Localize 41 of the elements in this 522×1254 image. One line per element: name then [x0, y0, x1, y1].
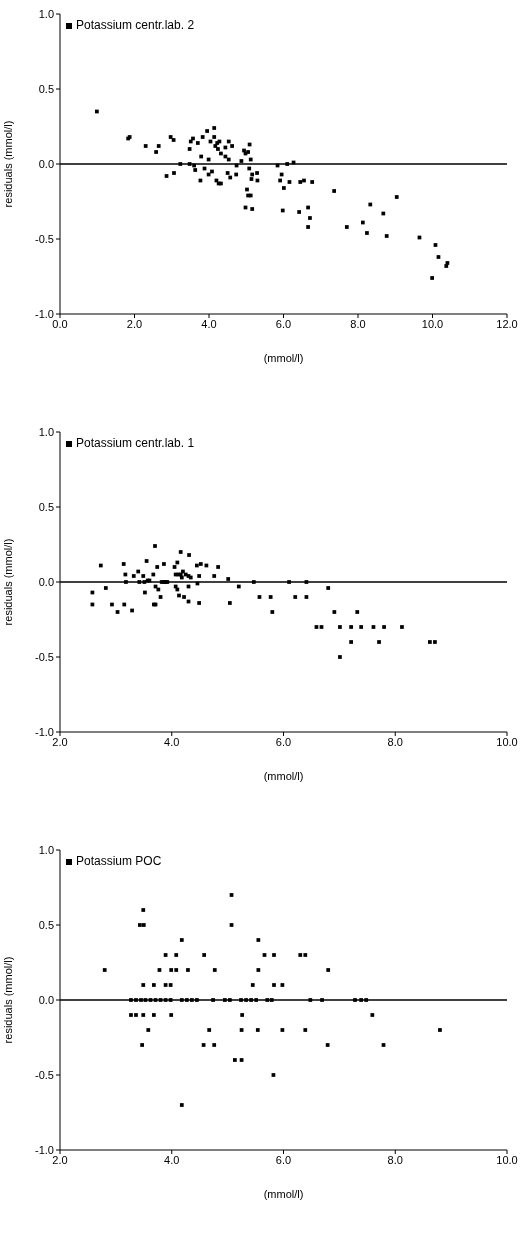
y-tick-label: 0.0 [38, 993, 54, 1006]
x-tick-label: 8.0 [350, 317, 366, 330]
x-tick-label: 4.0 [164, 1153, 180, 1166]
x-tick-label: 6.0 [275, 317, 292, 330]
y-tick-label: 0.0 [38, 157, 54, 170]
x-tick-label: 4.0 [164, 735, 180, 748]
y-tick-label: -0.5 [35, 1068, 54, 1081]
legend-label: Potassium POC [76, 854, 162, 868]
y-tick-label: 0.5 [38, 82, 54, 95]
y-tick-label: -1.0 [35, 725, 54, 738]
y-axis-title: residuals (mmol/l) [1, 120, 14, 208]
x-tick-label: 2.0 [52, 735, 68, 748]
x-tick-label: 2.0 [52, 1153, 68, 1166]
y-tick-label: 0.5 [38, 500, 54, 513]
y-tick-label: -1.0 [35, 1143, 54, 1156]
x-tick-label: 10.0 [496, 1153, 518, 1166]
y-tick-label: 1.0 [38, 843, 54, 856]
y-tick-label: -0.5 [35, 232, 54, 245]
x-axis-title: (mmol/l) [263, 770, 304, 782]
x-tick-label: 2.0 [126, 317, 143, 330]
x-axis-title: (mmol/l) [263, 352, 304, 364]
x-tick-label: 8.0 [387, 735, 403, 748]
x-tick-label: 0.0 [52, 317, 68, 330]
y-axis-title: residuals (mmol/l) [1, 956, 14, 1044]
y-tick-label: 1.0 [38, 7, 54, 20]
x-tick-label: 6.0 [275, 735, 292, 748]
x-tick-label: 8.0 [387, 1153, 403, 1166]
legend-label: Potassium centr.lab. 2 [76, 18, 195, 32]
y-tick-label: 0.0 [38, 575, 54, 588]
x-tick-label: 12.0 [496, 317, 518, 330]
x-tick-label: 4.0 [201, 317, 217, 330]
legend-label: Potassium centr.lab. 1 [76, 436, 195, 450]
y-tick-label: -0.5 [35, 650, 54, 663]
y-axis-title: residuals (mmol/l) [1, 538, 14, 626]
y-tick-label: 0.5 [38, 918, 54, 931]
x-tick-label: 10.0 [421, 317, 444, 330]
x-tick-label: 10.0 [496, 735, 518, 748]
x-tick-label: 6.0 [275, 1153, 292, 1166]
y-tick-label: 1.0 [38, 425, 54, 438]
x-axis-title: (mmol/l) [263, 1188, 304, 1200]
y-tick-label: -1.0 [35, 307, 54, 320]
